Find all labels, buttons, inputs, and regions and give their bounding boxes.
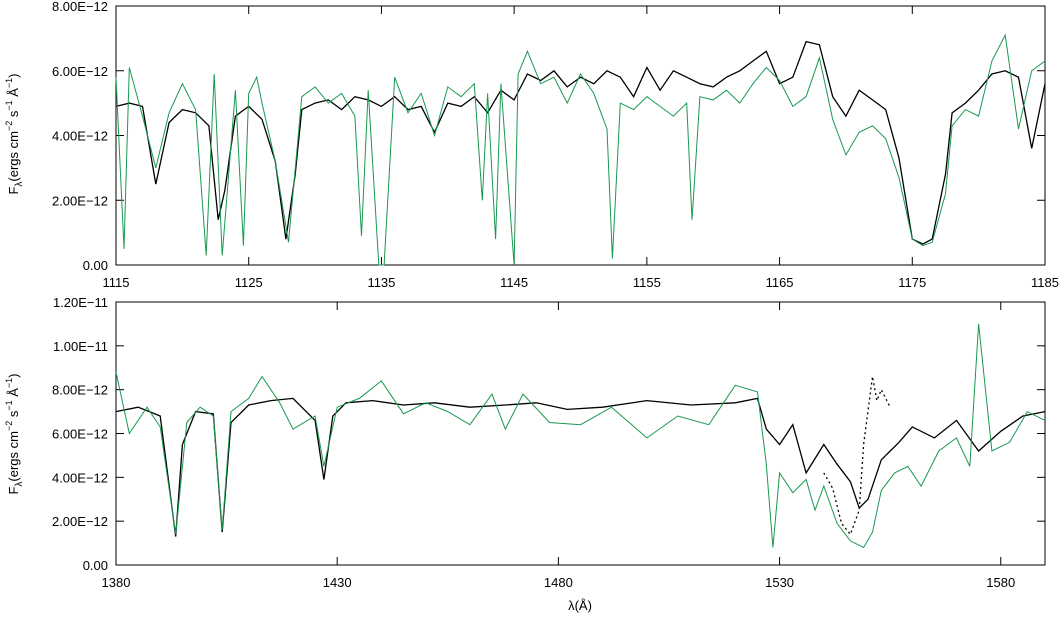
x-tick-label: 1135 [367, 275, 395, 290]
y-tick-label: 8.00E−12 [52, 383, 108, 398]
y-tick-label: 0.00 [83, 558, 108, 573]
bottom-panel: 1380 1430 1480 1530 1580 0.00 2.00E−12 4.00E−12… [4, 295, 1046, 613]
y-tick-label: 8.00E−12 [52, 0, 108, 14]
y-tick-label: 0.00 [83, 258, 108, 273]
y-label-units: (ergs cm [6, 131, 21, 182]
y-tick-label: 4.00E−12 [52, 470, 108, 485]
y-label-close: ) [6, 73, 21, 77]
x-tick-label: 1165 [766, 275, 794, 290]
y-label-units: (ergs cm [6, 431, 21, 482]
y-label-lambda-sub: λ [14, 482, 25, 487]
x-tick-label: 1155 [633, 275, 661, 290]
y-tick-label: 1.00E−11 [53, 339, 108, 354]
spectrum-line-black [115, 40, 1046, 245]
y-tick-label: 2.00E−12 [52, 514, 108, 529]
y-label-s: s [6, 410, 21, 421]
top-y-axis-label: Fλ(ergs cm−2 s−1 Å−1) [4, 73, 25, 194]
top-series-lines [115, 33, 1046, 266]
bottom-plot-frame [115, 301, 1046, 566]
y-label-exp-cm: −2 [4, 421, 14, 431]
x-tick-label: 1185 [1031, 275, 1059, 290]
bottom-tick-marks [115, 301, 1045, 566]
x-tick-label: 1480 [544, 575, 573, 590]
y-label-exp-s: −1 [4, 100, 14, 110]
bottom-tick-labels: 1380 1430 1480 1530 1580 0.00 2.00E−12 4.00E−12… [52, 295, 1015, 590]
y-label-angstrom: Å [6, 388, 21, 401]
spectrum-line-green [115, 33, 1046, 266]
y-tick-label: 2.00E−12 [52, 193, 108, 208]
x-tick-label: 1530 [765, 575, 794, 590]
y-label-exp-s: −1 [4, 400, 14, 410]
x-tick-label: 1175 [898, 275, 926, 290]
y-label-close: ) [6, 373, 21, 377]
x-tick-label: 1145 [500, 275, 528, 290]
bottom-y-axis-label: Fλ(ergs cm−2 s−1 Å−1) [4, 373, 25, 494]
x-tick-label: 1580 [986, 575, 1015, 590]
bottom-series-lines [115, 323, 1046, 549]
y-label-exp-angstrom: −1 [4, 378, 14, 388]
x-tick-label: 1115 [103, 275, 130, 290]
x-tick-label: 1430 [323, 575, 352, 590]
top-panel: 1115 1125 1135 1145 1155 1165 1175 1185 0.00 2.00… [4, 0, 1059, 290]
top-tick-marks [115, 5, 1046, 266]
bottom-x-axis-label: λ(Å) [568, 598, 592, 613]
y-label-angstrom: Å [6, 88, 21, 101]
top-tick-labels: 1115 1125 1135 1145 1155 1165 1175 1185 0.00 2.00… [52, 0, 1059, 290]
y-label-exp-angstrom: −1 [4, 78, 14, 88]
top-plot-frame [115, 5, 1046, 266]
y-tick-label: 4.00E−12 [52, 129, 108, 144]
spectrum-line-green [115, 323, 1046, 549]
y-label-f: F [6, 487, 21, 495]
y-tick-label: 6.00E−12 [52, 64, 108, 79]
y-tick-label: 1.20E−11 [53, 295, 108, 310]
y-label-s: s [6, 110, 21, 121]
y-label-exp-cm: −2 [4, 121, 14, 131]
x-tick-label: 1380 [102, 575, 131, 590]
y-label-f: F [6, 187, 21, 195]
y-tick-label: 6.00E−12 [52, 427, 108, 442]
y-label-lambda-sub: λ [14, 182, 25, 187]
x-tick-label: 1125 [235, 275, 263, 290]
spectrum-line-black-dotted [823, 376, 891, 536]
